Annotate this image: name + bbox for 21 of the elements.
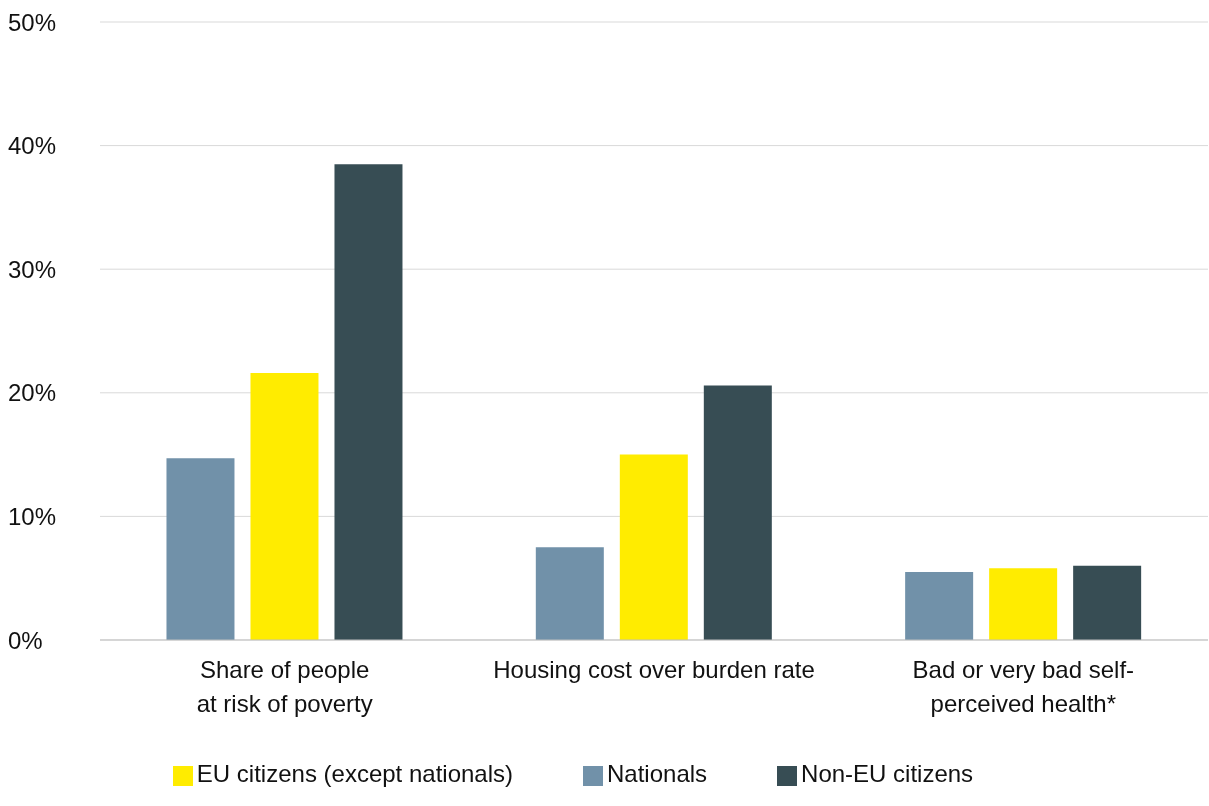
bar — [334, 164, 403, 640]
legend-label: Non-EU citizens — [801, 760, 974, 787]
y-tick-label: 50% — [8, 8, 57, 36]
x-tick-label: Housing cost over burden rate — [493, 656, 815, 683]
x-tick-label: Bad or very bad self- perceived health* — [912, 656, 1135, 717]
bar — [703, 385, 772, 640]
y-tick-label: 10% — [8, 502, 57, 530]
bar — [1073, 565, 1142, 640]
y-tick-label: 30% — [8, 255, 57, 283]
bar — [166, 458, 235, 640]
legend-label: Nationals — [607, 760, 708, 787]
y-tick-label: 40% — [8, 132, 57, 160]
bar — [905, 572, 974, 640]
y-tick-label: 0% — [8, 626, 43, 654]
bar — [989, 568, 1058, 640]
y-tick-label: 20% — [8, 379, 57, 407]
bar — [535, 547, 604, 640]
bar — [619, 454, 688, 640]
bar — [250, 373, 319, 640]
x-tick-label: Share of people at risk of poverty — [196, 656, 373, 717]
legend-label: EU citizens (except nationals) — [196, 760, 513, 787]
